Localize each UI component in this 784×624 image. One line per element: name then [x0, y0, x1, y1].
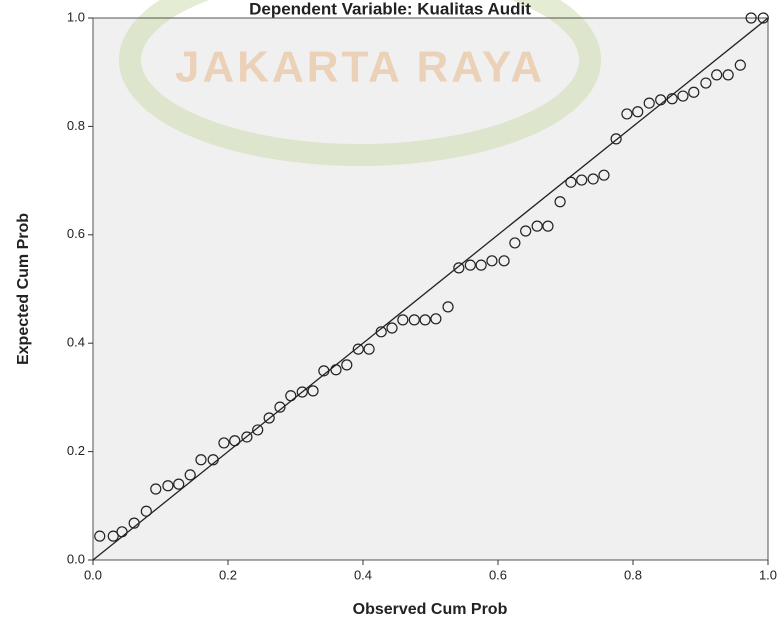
point — [453, 262, 465, 274]
y-tick-label: 0.4 — [67, 335, 85, 350]
point — [173, 478, 185, 490]
point — [229, 435, 241, 447]
y-tick-label: 1.0 — [67, 9, 85, 24]
chart-title: Dependent Variable: Kualitas Audit — [249, 0, 531, 18]
point — [307, 385, 319, 397]
x-tick-label: 0.0 — [84, 567, 102, 582]
point — [330, 364, 342, 376]
x-tick-label: 0.8 — [624, 567, 642, 582]
point — [700, 77, 712, 89]
point — [554, 196, 566, 208]
point — [150, 483, 162, 495]
point — [621, 108, 633, 120]
point — [363, 343, 375, 355]
point — [285, 390, 297, 402]
point — [677, 90, 689, 102]
point — [207, 454, 219, 466]
point — [542, 220, 554, 232]
point — [464, 259, 476, 271]
point — [195, 454, 207, 466]
point — [475, 259, 487, 271]
point — [184, 469, 196, 481]
point — [745, 12, 757, 24]
point — [430, 313, 442, 325]
point — [252, 424, 264, 436]
point — [655, 94, 667, 106]
x-tick-label: 0.2 — [219, 567, 237, 582]
point — [116, 526, 128, 538]
point — [397, 314, 409, 326]
point — [632, 106, 644, 118]
point — [688, 86, 700, 98]
x-axis-title: Observed Cum Prob — [353, 601, 508, 618]
point — [386, 322, 398, 334]
point — [128, 517, 140, 529]
x-tick-label: 0.6 — [489, 567, 507, 582]
y-axis-title: Expected Cum Prob — [15, 213, 32, 365]
y-tick-label: 0.6 — [67, 226, 85, 241]
watermark-ring — [119, 0, 601, 166]
x-tick-label: 1.0 — [759, 567, 777, 582]
point — [296, 386, 308, 398]
point — [643, 97, 655, 109]
point — [107, 530, 119, 542]
point — [509, 237, 521, 249]
point — [734, 59, 746, 71]
x-tick-label: 0.4 — [354, 567, 372, 582]
point — [241, 431, 253, 443]
point — [162, 480, 174, 492]
y-tick-label: 0.0 — [67, 551, 85, 566]
point — [610, 133, 622, 145]
point — [341, 359, 353, 371]
point — [218, 437, 230, 449]
point — [263, 412, 275, 424]
watermark: JAKARTA RAYA — [175, 43, 545, 92]
point — [757, 12, 769, 24]
reference-line — [92, 17, 769, 561]
point — [419, 314, 431, 326]
point — [486, 255, 498, 267]
y-tick-label: 0.2 — [67, 443, 85, 458]
point — [498, 255, 510, 267]
point — [442, 301, 454, 313]
point — [666, 93, 678, 105]
plot-frame — [92, 17, 769, 561]
point — [576, 174, 588, 186]
point — [318, 365, 330, 377]
point — [711, 69, 723, 81]
point — [565, 176, 577, 188]
point — [140, 505, 152, 517]
point — [375, 326, 387, 338]
point — [352, 343, 364, 355]
point — [531, 220, 543, 232]
point — [587, 173, 599, 185]
point — [408, 314, 420, 326]
point — [598, 169, 610, 181]
point — [722, 69, 734, 81]
point — [520, 225, 532, 237]
y-tick-label: 0.8 — [67, 118, 85, 133]
point — [94, 530, 106, 542]
point — [274, 401, 286, 413]
